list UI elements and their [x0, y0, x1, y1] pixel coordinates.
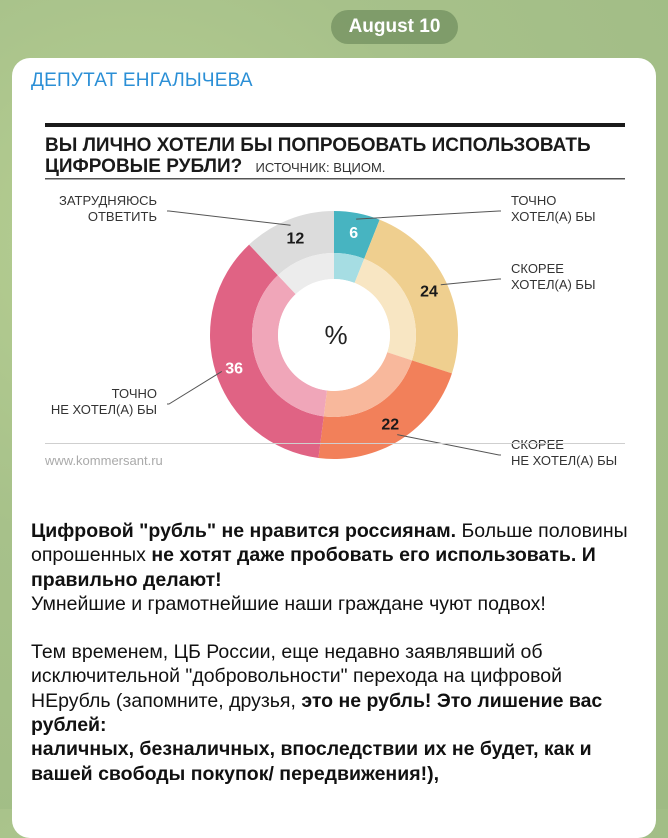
value-label-definitely-no: 36 — [225, 360, 243, 377]
slice-label-definitely-no-line1: ТОЧНО — [112, 386, 157, 401]
chart-footer: www.kommersant.ru — [44, 453, 163, 468]
date-separator: August 10 — [331, 10, 458, 44]
value-label-hard-to-say: 12 — [286, 230, 304, 247]
slice-hard-to-say — [249, 211, 334, 276]
slice-rather-yes — [364, 219, 458, 374]
value-label-rather-yes: 24 — [420, 283, 438, 300]
callout-line-rather-yes — [440, 278, 501, 286]
value-label-definitely-yes: 6 — [349, 225, 358, 242]
slice-label-rather-no-line2: НЕ ХОТЕЛ(А) БЫ — [511, 453, 617, 468]
chart-image[interactable]: ВЫ ЛИЧНО ХОТЕЛИ БЫ ПОПРОБОВАТЬ ИСПОЛЬЗОВ… — [31, 103, 644, 485]
slice-definitely-no — [209, 244, 324, 459]
slice-label-hard-to-say-line2: ОТВЕТИТЬ — [88, 209, 157, 224]
slice-label-hard-to-say-line1: ЗАТРУДНЯЮСЬ — [59, 193, 157, 208]
svg-text:ЦИФРОВЫЕ РУБЛИ? ИСТОЧНИК: ЦИФРОВЫЕ РУБЛИ? ИСТОЧНИК: ВЦИОМ. — [45, 156, 385, 177]
value-label-rather-no: 22 — [381, 417, 399, 434]
slice-label-rather-no-line1: СКОРЕЕ — [511, 437, 564, 452]
callout-line-hard-to-say — [167, 210, 291, 226]
slice-label-definitely-no-line2: НЕ ХОТЕЛ(А) БЫ — [51, 402, 157, 417]
message-paragraph-4: наличных, безналичных, впоследствии их н… — [31, 738, 592, 785]
slice-definitely-yes — [334, 211, 380, 259]
slice-label-rather-yes-line2: ХОТЕЛ(А) БЫ — [511, 277, 595, 292]
slice-inner-definitely-yes — [334, 253, 365, 283]
message-paragraph-3: Тем временем, ЦБ России, еще недавно зая… — [31, 641, 603, 737]
message-paragraph-1: Цифровой "рубль" не нравится россиянам. … — [31, 520, 628, 591]
callout-line-rather-no — [397, 434, 501, 456]
callout-line-definitely-yes — [356, 210, 501, 220]
donut-hole — [278, 279, 390, 391]
message-paragraph-2: Умнейшие и грамотнейшие наши граждане чу… — [31, 592, 546, 615]
donut-chart: ВЫ ЛИЧНО ХОТЕЛИ БЫ ПОПРОБОВАТЬ ИСПОЛЬЗОВ… — [31, 103, 644, 485]
slice-label-definitely-yes-line2: ХОТЕЛ(А) БЫ — [511, 209, 595, 224]
slice-inner-rather-yes — [354, 258, 416, 361]
slice-label-rather-yes-line1: СКОРЕЕ — [511, 261, 564, 276]
slice-inner-hard-to-say — [277, 253, 334, 295]
center-percent-label: % — [324, 320, 347, 350]
chart-source: ИСТОЧНИК: ВЦИОМ. — [256, 160, 386, 175]
chart-title-line1: ВЫ ЛИЧНО ХОТЕЛИ БЫ ПОПРОБОВАТЬ ИСПОЛЬЗОВ… — [45, 135, 591, 156]
slice-inner-rather-no — [323, 352, 412, 417]
chart-title-line2: ЦИФРОВЫЕ РУБЛИ? — [45, 156, 242, 177]
slice-label-definitely-yes-line1: ТОЧНО — [511, 193, 556, 208]
message-text: Цифровой "рубль" не нравится россиянам. … — [31, 519, 643, 786]
callout-line-definitely-no — [167, 371, 223, 405]
slice-inner-definitely-no — [252, 275, 327, 417]
sender-name[interactable]: ДЕПУТАТ ЕНГАЛЫЧЕВА — [31, 70, 253, 91]
slice-rather-no — [318, 360, 452, 459]
